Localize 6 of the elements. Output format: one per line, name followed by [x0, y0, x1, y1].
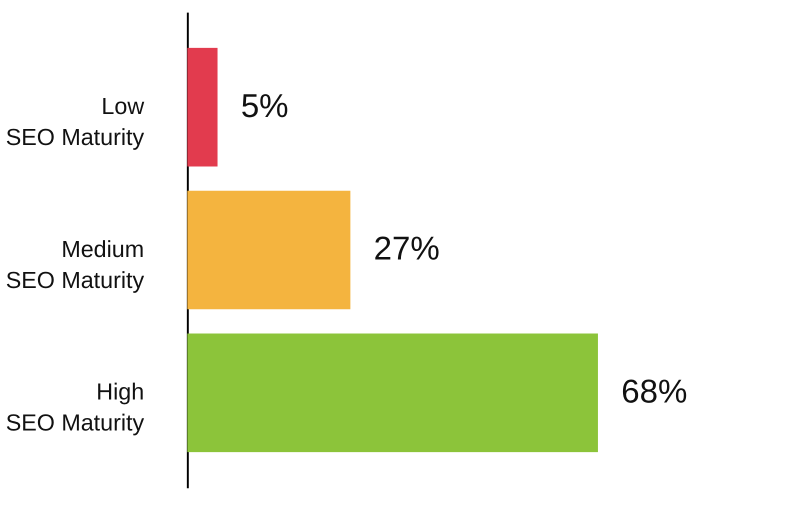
data-label: 5%: [240, 86, 289, 124]
y-tick-label: Medium SEO Maturity: [6, 236, 144, 293]
data-label: 27%: [374, 230, 440, 267]
y-tick-label: High SEO Maturity: [6, 378, 144, 436]
y-tick-label: Low SEO Maturity: [6, 92, 144, 150]
data-label: 68%: [621, 372, 688, 410]
